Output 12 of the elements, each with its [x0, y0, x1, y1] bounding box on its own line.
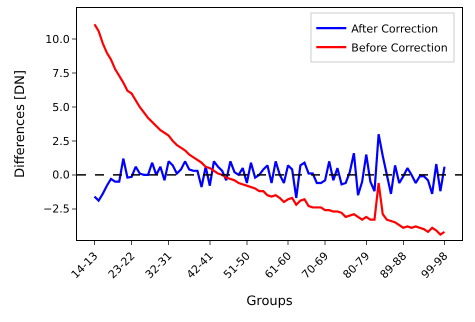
- line-series: [93, 23, 446, 236]
- y-tick-label: 0.0: [52, 168, 70, 182]
- y-tick-label: 2.5: [52, 134, 70, 148]
- legend-label: After Correction: [351, 22, 438, 36]
- y-tick-label: 7.5: [52, 66, 70, 80]
- y-tick-label: 5.0: [52, 100, 70, 114]
- y-tick-label: −2.5: [43, 202, 70, 216]
- y-axis-title: Differences [DN]: [13, 70, 28, 178]
- y-tick-label: 10.0: [45, 33, 70, 46]
- line-series: [93, 133, 446, 202]
- x-axis-title: Groups: [246, 294, 293, 309]
- legend-label: Before Correction: [351, 41, 448, 54]
